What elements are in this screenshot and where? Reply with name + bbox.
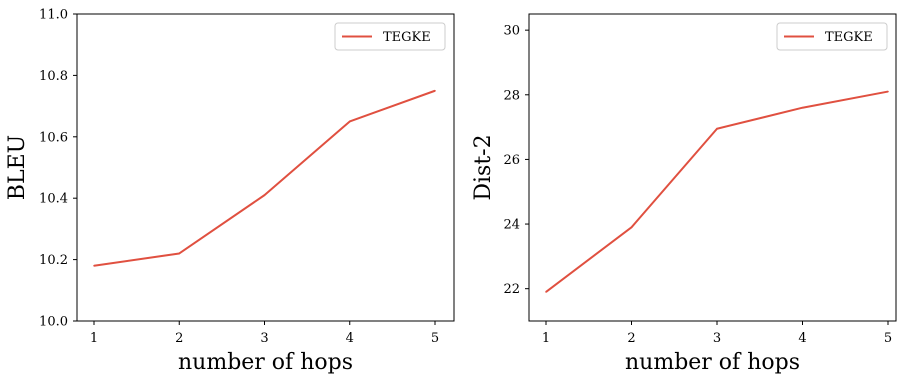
y-tick-label: 10.0 xyxy=(39,315,68,330)
y-tick-label: 26 xyxy=(503,153,520,168)
x-axis-label: number of hops xyxy=(625,350,800,375)
x-tick-label: 1 xyxy=(90,331,98,346)
data-point xyxy=(93,264,95,267)
data-point xyxy=(545,291,547,293)
series-line-tegke xyxy=(545,90,889,293)
x-tick-label: 2 xyxy=(175,331,183,346)
data-point xyxy=(716,127,718,130)
x-axis-label: number of hops xyxy=(178,350,353,375)
legend-box xyxy=(334,22,446,51)
x-tick-label: 3 xyxy=(260,331,268,346)
data-point xyxy=(887,90,889,93)
y-tick-label: 10.2 xyxy=(39,253,68,268)
data-point xyxy=(630,226,633,229)
legend-label: TEGKE xyxy=(383,30,431,45)
plot-frame xyxy=(528,13,897,322)
y-tick-label: 22 xyxy=(503,282,520,297)
legend-label: TEGKE xyxy=(825,30,873,45)
y-tick-label: 30 xyxy=(503,24,520,39)
x-tick-label: 3 xyxy=(713,331,721,346)
y-axis-label: BLEU xyxy=(5,135,30,200)
x-tick-label: 1 xyxy=(542,331,550,346)
legend: TEGKE xyxy=(776,22,888,51)
data-point xyxy=(263,194,266,196)
x-tick-label: 5 xyxy=(884,331,892,346)
data-point xyxy=(348,120,351,123)
series-line-tegke xyxy=(93,89,436,267)
data-point xyxy=(434,89,436,92)
y-tick-label: 10.4 xyxy=(39,192,68,207)
y-tick-label: 11.0 xyxy=(39,8,68,23)
chart-panel-1: 1 2 3 4 5 10.0 10.2 10.4 10.6 10.8 11.0 number of h… xyxy=(5,8,455,375)
data-point xyxy=(801,106,804,109)
data-point xyxy=(178,252,181,255)
x-tick-label: 2 xyxy=(627,331,635,346)
x-tick-label: 4 xyxy=(346,331,354,346)
y-tick-label: 28 xyxy=(503,88,520,103)
y-tick-label: 10.8 xyxy=(39,69,68,84)
y-axis-label: Dist-2 xyxy=(471,134,496,200)
legend: TEGKE xyxy=(334,22,446,51)
plot-frame xyxy=(76,13,455,322)
legend-box xyxy=(776,22,888,51)
y-tick-label: 10.6 xyxy=(39,130,68,145)
chart-panel-2: 1 2 3 4 5 22 24 26 28 30 number of hops Dist-2 TEGKE xyxy=(471,13,897,375)
x-tick-label: 4 xyxy=(798,331,806,346)
x-tick-label: 5 xyxy=(431,331,439,346)
y-tick-label: 24 xyxy=(503,218,520,233)
